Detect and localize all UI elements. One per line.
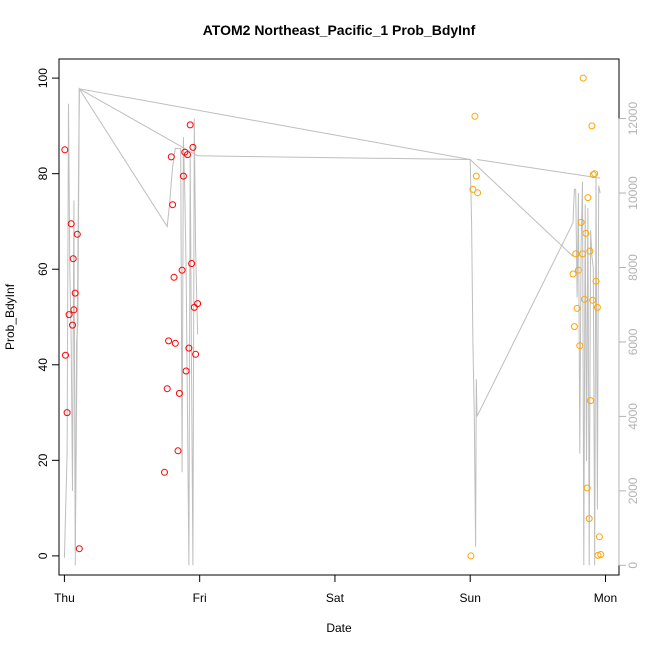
data-point bbox=[73, 230, 81, 238]
x-tick-label: Thu bbox=[54, 591, 75, 605]
data-point bbox=[63, 409, 71, 417]
data-point bbox=[62, 351, 69, 359]
data-point bbox=[579, 74, 587, 82]
data-point bbox=[582, 229, 590, 237]
y-tick-label: 0 bbox=[36, 552, 50, 559]
x-tick-label: Fri bbox=[193, 591, 207, 605]
data-point bbox=[61, 146, 69, 154]
y2-tick-label: 12000 bbox=[626, 102, 640, 136]
y2-tick-label: 10000 bbox=[626, 176, 640, 210]
x-tick-label: Sat bbox=[326, 591, 345, 605]
y-axis: 0 20 40 60 80 100 bbox=[36, 68, 60, 559]
data-point bbox=[597, 551, 605, 558]
data-point bbox=[592, 277, 600, 285]
data-point bbox=[163, 385, 171, 393]
line-segment bbox=[74, 88, 601, 566]
data-point bbox=[165, 337, 173, 345]
data-point bbox=[69, 321, 76, 329]
data-point bbox=[589, 171, 597, 179]
data-point bbox=[188, 260, 196, 267]
y2-tick-label: 0 bbox=[626, 562, 640, 569]
data-point bbox=[174, 447, 182, 455]
data-point bbox=[574, 266, 582, 274]
data-point bbox=[170, 273, 178, 281]
line-connector bbox=[79, 88, 198, 157]
chart-title: ATOM2 Northeast_Pacific_1 Prob_BdyInf bbox=[203, 22, 476, 38]
data-point bbox=[171, 339, 179, 347]
y2-axis: 0 2000 4000 6000 8000 10000 12000 bbox=[618, 102, 640, 569]
y2-tick-label: 4000 bbox=[626, 403, 640, 430]
line-connector bbox=[197, 155, 471, 161]
data-point bbox=[471, 112, 479, 120]
data-point bbox=[585, 515, 593, 523]
data-point bbox=[472, 172, 480, 180]
line-connector bbox=[476, 159, 601, 179]
data-point bbox=[65, 311, 73, 319]
y-tick-label: 20 bbox=[36, 453, 50, 467]
data-point bbox=[185, 344, 193, 352]
data-point bbox=[70, 306, 78, 314]
line-series bbox=[63, 87, 601, 566]
x-axis-label: Date bbox=[326, 621, 352, 635]
data-point bbox=[474, 189, 482, 197]
data-point bbox=[169, 201, 177, 209]
data-point bbox=[586, 247, 594, 255]
data-point bbox=[179, 172, 187, 180]
y-tick-label: 40 bbox=[36, 358, 50, 372]
data-point bbox=[75, 545, 83, 553]
y2-tick-label: 2000 bbox=[626, 477, 640, 504]
data-point bbox=[587, 397, 595, 405]
data-point bbox=[576, 342, 584, 350]
data-point bbox=[595, 533, 603, 541]
data-point bbox=[167, 153, 175, 161]
data-point bbox=[184, 151, 191, 159]
x-axis: Thu Fri Sat Sun Mon bbox=[54, 574, 617, 605]
data-point bbox=[579, 250, 586, 258]
data-point bbox=[469, 185, 477, 193]
data-point bbox=[161, 468, 168, 476]
x-tick-label: Sun bbox=[460, 591, 481, 605]
data-point bbox=[175, 389, 183, 397]
y-tick-label: 100 bbox=[36, 68, 50, 88]
line-segment bbox=[63, 87, 199, 566]
data-point bbox=[69, 255, 77, 263]
data-point bbox=[570, 323, 578, 331]
data-point bbox=[71, 289, 79, 297]
y-tick-label: 60 bbox=[36, 262, 50, 276]
y-axis-label: Prob_BdyInf bbox=[3, 283, 17, 350]
data-point bbox=[178, 266, 186, 274]
y2-tick-label: 6000 bbox=[626, 328, 640, 355]
data-point bbox=[572, 250, 580, 258]
x-tick-label: Mon bbox=[594, 591, 617, 605]
data-point bbox=[186, 121, 194, 129]
data-point bbox=[192, 350, 200, 358]
data-point bbox=[593, 303, 601, 311]
data-point bbox=[189, 143, 197, 151]
points-layer bbox=[61, 74, 605, 560]
data-point bbox=[581, 295, 588, 303]
data-point bbox=[589, 296, 597, 304]
data-point bbox=[67, 220, 75, 228]
data-point bbox=[591, 170, 599, 178]
data-point bbox=[577, 218, 585, 226]
data-point bbox=[182, 367, 190, 375]
data-point bbox=[588, 122, 596, 130]
data-point bbox=[573, 304, 581, 312]
y2-tick-label: 8000 bbox=[626, 254, 640, 281]
data-point bbox=[467, 552, 475, 560]
data-point bbox=[583, 484, 591, 492]
data-point bbox=[569, 270, 577, 278]
line-connector bbox=[469, 159, 574, 257]
y-tick-label: 80 bbox=[36, 167, 50, 181]
data-point bbox=[194, 300, 202, 308]
data-point bbox=[584, 194, 592, 202]
